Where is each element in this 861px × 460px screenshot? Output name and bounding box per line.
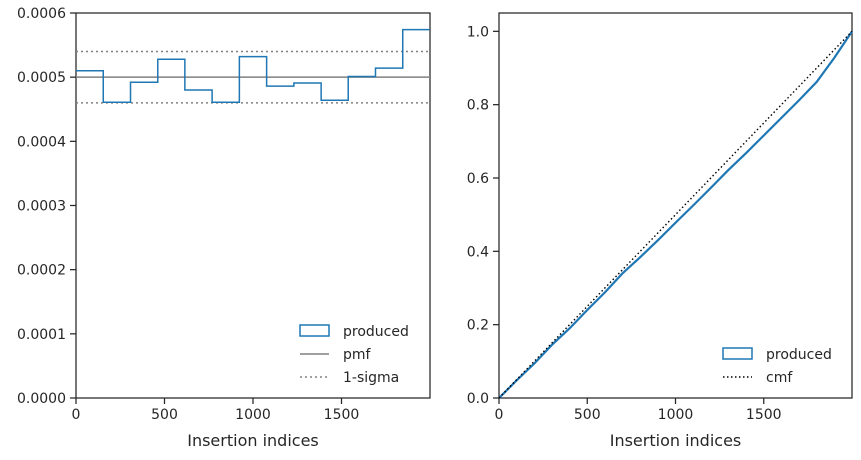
y-tick-label: 0.0002 xyxy=(17,263,66,279)
pmf-histogram-plot: 0 500 1000 1500 0.0000 0.0001 0.0002 0.0003 0.00… xyxy=(17,6,431,450)
axes-frame xyxy=(498,12,853,399)
x-tick-label: 1500 xyxy=(324,407,360,423)
cmf-plot: 0 500 1000 1500 0.0 0.2 0.4 0.6 0.8 1.0 Insertion … xyxy=(467,12,853,450)
x-axis-label: Insertion indices xyxy=(610,431,742,450)
y-tick-label: 0.0005 xyxy=(17,70,66,86)
legend-label-sigma: 1-sigma xyxy=(343,370,399,386)
x-tick-label: 1000 xyxy=(658,407,694,423)
y-tick-label: 0.2 xyxy=(467,318,489,334)
produced-curve xyxy=(498,30,853,399)
legend-label-pmf: pmf xyxy=(343,347,372,363)
cmf-line xyxy=(498,30,853,399)
legend-label-produced: produced xyxy=(766,347,832,363)
legend-label-cmf: cmf xyxy=(766,370,793,386)
x-tick-label: 1500 xyxy=(746,407,782,423)
y-tick-label: 0.4 xyxy=(467,244,489,260)
histogram-step xyxy=(76,28,430,103)
y-tick-label: 0.0004 xyxy=(17,134,66,150)
y-tick-label: 0.0003 xyxy=(17,199,66,215)
x-tick-label: 0 xyxy=(72,407,81,423)
y-tick-label: 1.0 xyxy=(467,24,489,40)
x-axis-label: Insertion indices xyxy=(187,431,319,450)
y-tick-label: 0.0001 xyxy=(17,327,66,343)
x-tick-label: 500 xyxy=(151,407,178,423)
x-tick-label: 0 xyxy=(495,407,504,423)
legend-patch-produced xyxy=(722,347,753,360)
y-tick-label: 0.6 xyxy=(467,171,489,187)
axes-frame xyxy=(75,12,431,399)
y-tick-label: 0.0006 xyxy=(17,6,66,22)
x-tick-label: 1000 xyxy=(235,407,271,423)
legend-label-produced: produced xyxy=(343,324,409,340)
x-tick-label: 500 xyxy=(574,407,601,423)
y-tick-label: 0.8 xyxy=(467,98,489,114)
legend-patch-produced xyxy=(299,324,330,337)
y-tick-label: 0.0000 xyxy=(17,391,66,407)
y-tick-label: 0.0 xyxy=(467,391,489,407)
